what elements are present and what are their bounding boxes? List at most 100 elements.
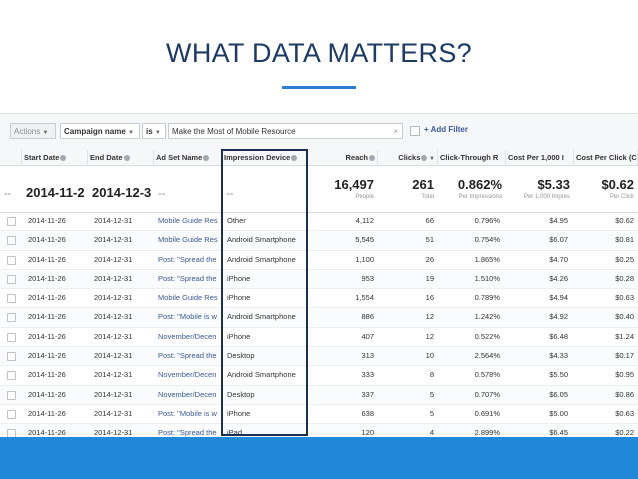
checkbox-icon[interactable] [7,294,16,304]
cell-impression-device: iPhone [227,293,251,303]
cell-clicks: 19 [425,273,434,283]
column-end-date[interactable]: End Date [88,150,154,165]
cell-cpc: $1.24 [615,331,634,341]
filter-value-input[interactable]: Make the Most of Mobile Resource × [168,123,403,139]
cell-cpc: $0.63 [615,293,634,303]
sort-caret-icon[interactable]: ▼ [427,156,435,162]
cell-clicks: 5 [429,389,434,399]
info-icon[interactable] [421,155,428,162]
cell-ad-set-name[interactable]: Mobile Guide Res [158,235,218,245]
cell-end-date: 2014-12-31 [94,273,133,283]
cell-cpc: $0.95 [615,370,634,380]
cell-reach: 638 [361,408,374,418]
info-icon[interactable] [123,155,130,162]
checkbox-icon[interactable] [7,217,16,226]
actions-dropdown[interactable]: Actions ▼ [10,123,56,139]
totals-clicks-value: 261 [412,177,434,192]
cell-ad-set-name[interactable]: Post: "Spread the [158,351,217,361]
cell-ad-set-name[interactable]: Mobile Guide Res [158,216,218,225]
totals-row-dash: -- [4,188,12,200]
cell-end-date: 2014-12-31 [94,351,133,361]
column-clicks[interactable]: Clicks ▼ [378,150,438,165]
checkbox-icon[interactable] [7,352,16,362]
cell-ad-set-name[interactable]: November/Decen [158,331,217,341]
cell-ctr: 1.865% [474,254,500,264]
totals-ctr-sub: Per Impressions [458,194,502,200]
cell-start-date: 2014-11-26 [28,312,66,322]
column-reach[interactable]: Reach [308,150,378,165]
campaign-field-dropdown[interactable]: Campaign name ▼ [60,123,140,139]
cell-cpm: $4.94 [549,293,568,303]
cell-ad-set-name[interactable]: November/Decen [158,370,217,380]
cell-end-date: 2014-12-31 [94,428,133,438]
cell-cpc: $0.62 [615,216,634,225]
cell-cpm: $4.70 [549,254,568,264]
operator-label: is [146,127,153,136]
cell-impression-device: Desktop [227,389,255,399]
table-row[interactable]: 2014-11-26 2014-12-31 Mobile Guide Res Othe… [0,212,638,232]
column-start-date[interactable]: Start Date [22,150,88,165]
cell-ad-set-name[interactable]: Post: "Mobile is w [158,408,217,418]
table-row[interactable]: 2014-11-26 2014-12-31 Mobile Guide Res iPho… [0,289,638,309]
table-row[interactable]: 2014-11-26 2014-12-31 November/Decen Deskto… [0,385,638,405]
cell-clicks: 8 [429,370,434,380]
checkbox-icon[interactable] [7,255,16,265]
header-select-column [0,150,22,165]
checkbox-icon[interactable] [7,390,16,400]
table-row[interactable]: 2014-11-26 2014-12-31 November/Decen iPhone… [0,328,638,348]
checkbox-icon[interactable] [7,274,16,284]
table-row[interactable]: 2014-11-26 2014-12-31 Post: "Spread the iPa… [0,424,638,438]
column-cpc[interactable]: Cost Per Click (C [574,150,638,165]
column-impression-device[interactable]: Impression Device [222,150,308,165]
totals-end-date: 2014-12-3 [92,184,151,202]
cell-ctr: 0.578% [474,370,500,380]
column-ctr[interactable]: Click-Through R [438,150,506,165]
table-row[interactable]: 2014-11-26 2014-12-31 November/Decen Androi… [0,366,638,386]
cell-start-date: 2014-11-26 [28,331,66,341]
cell-start-date: 2014-11-26 [28,216,66,225]
cell-end-date: 2014-12-31 [94,235,133,245]
table-row[interactable]: 2014-11-26 2014-12-31 Post: "Mobile is w An… [0,308,638,328]
cell-cpc: $0.28 [615,273,634,283]
column-cpm[interactable]: Cost Per 1,000 I [506,150,574,165]
dropdown-caret-icon: ▼ [154,130,161,136]
checkbox-icon[interactable] [7,371,16,381]
info-icon[interactable] [291,155,298,162]
cell-cpm: $5.00 [549,408,568,418]
cell-reach: 953 [361,273,374,283]
clear-x-icon[interactable]: × [393,127,398,136]
table-row[interactable]: 2014-11-26 2014-12-31 Post: "Mobile is w iP… [0,405,638,425]
info-icon[interactable] [60,155,67,162]
totals-clicks: 261 Total [390,176,434,200]
filter-checkbox-icon[interactable] [410,126,420,136]
cell-cpc: $0.86 [615,389,634,399]
cell-ad-set-name[interactable]: Post: "Spread the [158,273,217,283]
bottom-band [0,437,638,479]
operator-dropdown[interactable]: is ▼ [142,123,166,139]
checkbox-icon[interactable] [7,332,16,342]
totals-start-date-value: 2014-11-2 [26,185,85,200]
cell-impression-device: iPhone [227,273,251,283]
table-row[interactable]: 2014-11-26 2014-12-31 Post: "Spread the Des… [0,347,638,367]
info-icon[interactable] [203,155,210,162]
column-impression-device-label: Impression Device [224,153,291,162]
totals-ctr: 0.862% Per Impressions [440,176,502,200]
add-filter-button[interactable]: + Add Filter [424,125,468,134]
totals-cpc-value: $0.62 [601,177,634,192]
dropdown-caret-icon: ▼ [42,130,49,136]
column-cpc-label: Cost Per Click (C [576,153,637,162]
checkbox-icon[interactable] [7,236,16,246]
table-row[interactable]: 2014-11-26 2014-12-31 Mobile Guide Res Andr… [0,231,638,251]
info-icon[interactable] [369,155,375,162]
checkbox-icon[interactable] [7,313,16,323]
table-row[interactable]: 2014-11-26 2014-12-31 Post: "Spread the And… [0,251,638,270]
cell-ad-set-name[interactable]: Mobile Guide Res [158,293,218,303]
cell-ad-set-name[interactable]: Post: "Spread the [158,428,217,438]
table-row[interactable]: 2014-11-26 2014-12-31 Post: "Spread the iPh… [0,269,638,290]
cell-ad-set-name[interactable]: Post: "Mobile is w [158,312,217,322]
cell-ad-set-name[interactable]: November/Decen [158,389,217,399]
cell-ad-set-name[interactable]: Post: "Spread the [158,254,217,264]
checkbox-icon[interactable] [7,409,16,419]
column-ad-set-name[interactable]: Ad Set Name [154,150,222,165]
column-ad-set-name-label: Ad Set Name [156,153,203,162]
